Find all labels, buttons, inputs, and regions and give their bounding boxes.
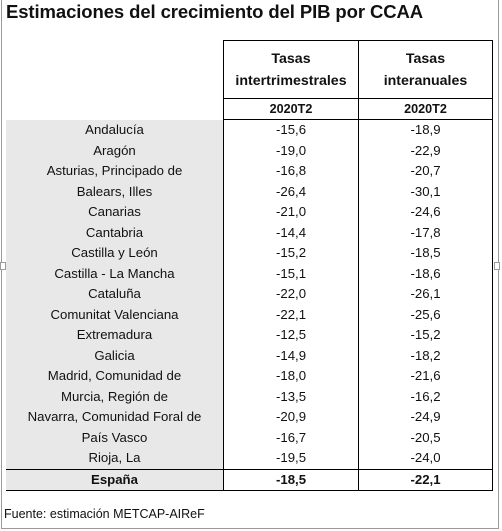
annual-rate-cell: -26,1	[358, 284, 493, 305]
header-quarterly-rates: Tasas intertrimestrales	[223, 40, 359, 99]
header-quarterly-line2: intertrimestrales	[235, 72, 347, 89]
quarterly-rate-cell: -18,5	[223, 468, 359, 491]
annual-rate-cell: -24,9	[358, 407, 493, 428]
table-row: Galicia -14,9 -18,2	[6, 345, 493, 366]
region-cell: Castilla - La Mancha	[6, 263, 224, 284]
annual-rate-cell: -18,6	[358, 263, 493, 284]
header-blank-cell	[6, 40, 224, 99]
table-row: Cantabria -14,4 -17,8	[6, 222, 493, 243]
table-row: Murcia, Región de -13,5 -16,2	[6, 386, 493, 407]
quarterly-rate-cell: -15,2	[223, 243, 359, 264]
quarterly-rate-cell: -15,1	[223, 263, 359, 284]
quarterly-rate-cell: -19,5	[223, 448, 359, 469]
table-row: Balears, Illes -26,4 -30,1	[6, 181, 493, 202]
period-row: 2020T2 2020T2	[6, 98, 493, 120]
region-cell: Rioja, La	[6, 448, 224, 469]
annual-rate-cell: -22,9	[358, 140, 493, 161]
annual-rate-cell: -18,5	[358, 243, 493, 264]
region-cell: Galicia	[6, 345, 224, 366]
resize-handle-right[interactable]	[494, 262, 500, 270]
annual-rate-cell: -18,2	[358, 345, 493, 366]
region-cell: Balears, Illes	[6, 181, 224, 202]
region-cell: Murcia, Región de	[6, 386, 224, 407]
quarterly-rate-cell: -12,5	[223, 325, 359, 346]
header-annual-line1: Tasas	[405, 50, 446, 67]
table-row: Madrid, Comunidad de -18,0 -21,6	[6, 366, 493, 387]
region-cell: Madrid, Comunidad de	[6, 366, 224, 387]
annual-rate-cell: -22,1	[358, 468, 493, 491]
region-cell: España	[6, 468, 224, 491]
region-cell: Cataluña	[6, 284, 224, 305]
quarterly-rate-cell: -14,4	[223, 222, 359, 243]
table-row: Canarias -21,0 -24,6	[6, 202, 493, 223]
quarterly-rate-cell: -14,9	[223, 345, 359, 366]
annual-rate-cell: -20,5	[358, 427, 493, 448]
table-row: Navarra, Comunidad Foral de -20,9 -24,9	[6, 407, 493, 428]
table-row: Aragón -19,0 -22,9	[6, 140, 493, 161]
annual-rate-cell: -17,8	[358, 222, 493, 243]
quarterly-rate-cell: -20,9	[223, 407, 359, 428]
period-annual: 2020T2	[358, 98, 493, 120]
table-row: Rioja, La -19,5 -24,0	[6, 448, 493, 469]
header-row: Tasas intertrimestrales Tasas interanual…	[6, 40, 493, 99]
quarterly-rate-cell: -13,5	[223, 386, 359, 407]
annual-rate-cell: -25,6	[358, 304, 493, 325]
region-cell: Navarra, Comunidad Foral de	[6, 407, 224, 428]
region-cell: Andalucía	[6, 119, 224, 141]
region-cell: Canarias	[6, 202, 224, 223]
region-cell: Castilla y León	[6, 243, 224, 264]
header-quarterly-line1: Tasas	[271, 50, 311, 67]
table-row: Andalucía -15,6 -18,9	[6, 119, 493, 141]
region-cell: Asturias, Principado de	[6, 161, 224, 182]
quarterly-rate-cell: -18,0	[223, 366, 359, 387]
annual-rate-cell: -15,2	[358, 325, 493, 346]
resize-handle-left[interactable]	[0, 262, 6, 270]
table-row: País Vasco -16,7 -20,5	[6, 427, 493, 448]
table-row: Cataluña -22,0 -26,1	[6, 284, 493, 305]
table-row: Asturias, Principado de -16,8 -20,7	[6, 161, 493, 182]
quarterly-rate-cell: -19,0	[223, 140, 359, 161]
annual-rate-cell: -18,9	[358, 119, 493, 141]
table-row: Castilla - La Mancha -15,1 -18,6	[6, 263, 493, 284]
quarterly-rate-cell: -22,0	[223, 284, 359, 305]
period-blank-cell	[6, 98, 224, 120]
period-quarterly: 2020T2	[223, 98, 359, 120]
quarterly-rate-cell: -21,0	[223, 202, 359, 223]
source-note: Fuente: estimación METCAP-AIReF	[4, 507, 205, 521]
annual-rate-cell: -21,6	[358, 366, 493, 387]
quarterly-rate-cell: -16,8	[223, 161, 359, 182]
region-cell: Cantabria	[6, 222, 224, 243]
quarterly-rate-cell: -26,4	[223, 181, 359, 202]
annual-rate-cell: -16,2	[358, 386, 493, 407]
region-cell: Extremadura	[6, 325, 224, 346]
gdp-growth-table: Tasas intertrimestrales Tasas interanual…	[6, 40, 493, 491]
total-row: España -18,5 -22,1	[6, 468, 493, 491]
header-annual-rates: Tasas interanuales	[358, 40, 493, 99]
region-cell: Comunitat Valenciana	[6, 304, 224, 325]
quarterly-rate-cell: -22,1	[223, 304, 359, 325]
annual-rate-cell: -24,6	[358, 202, 493, 223]
table-row: Comunitat Valenciana -22,1 -25,6	[6, 304, 493, 325]
region-cell: Aragón	[6, 140, 224, 161]
page-title: Estimaciones del crecimiento del PIB por…	[6, 1, 423, 22]
quarterly-rate-cell: -16,7	[223, 427, 359, 448]
quarterly-rate-cell: -15,6	[223, 119, 359, 141]
region-cell: País Vasco	[6, 427, 224, 448]
table-row: Castilla y León -15,2 -18,5	[6, 243, 493, 264]
annual-rate-cell: -20,7	[358, 161, 493, 182]
header-annual-line2: interanuales	[383, 72, 468, 89]
annual-rate-cell: -30,1	[358, 181, 493, 202]
annual-rate-cell: -24,0	[358, 448, 493, 469]
table-row: Extremadura -12,5 -15,2	[6, 325, 493, 346]
